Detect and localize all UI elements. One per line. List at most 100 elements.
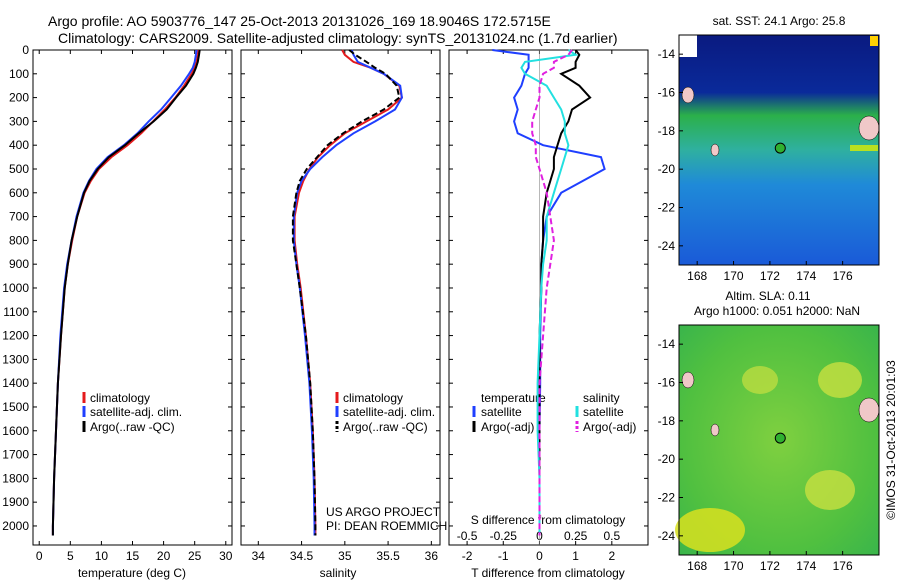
map-y-tick-label: -22: [658, 201, 676, 215]
map-y-tick-label: -18: [658, 414, 676, 428]
diff-legend-temperature-header: temperature: [481, 391, 546, 405]
depth-tick-label: 2000: [2, 519, 29, 533]
temp-legend-satellite: satellite-adj. clim.: [90, 405, 182, 419]
series-line-temperature-satellite: [492, 49, 606, 536]
sst-map-panel: sat. SST: 24.1 Argo: 25.8 168 170 172 174 17…: [658, 14, 880, 283]
series-line-satellite-adj-clim-: [292, 49, 403, 536]
top-tick-label: 0.5: [603, 529, 620, 543]
imos-side-label: ©IMOS 31-Oct-2013 20:01:03: [884, 360, 898, 520]
sla-map-yellow-blob-1: [675, 508, 745, 552]
salinity-plot-frame: [240, 49, 441, 546]
sla-map-frame: [678, 324, 880, 556]
series-line-salinity-argo-adj-: [531, 49, 573, 536]
x-tick-label: 34.5: [290, 549, 314, 563]
sst-map-island-1: [681, 86, 695, 104]
depth-tick-label: 0: [22, 43, 29, 57]
float-location-marker: [774, 142, 786, 154]
sst-map-island-2: [710, 143, 720, 157]
sst-map-yellow-patch: [870, 36, 878, 46]
depth-tick-label: 700: [9, 210, 29, 224]
temperature-panel: temperature (deg C) climatology satellit…: [2, 43, 232, 580]
x-tick-label: 25: [188, 549, 202, 563]
map-x-tick-label: 170: [724, 269, 744, 283]
diff-xlabel: T difference from climatology: [471, 566, 625, 580]
x-tick-label: 0: [536, 549, 543, 563]
depth-tick-label: 1500: [2, 400, 29, 414]
depth-tick-label: 1300: [2, 352, 29, 366]
sla-map-title-line1: Altim. SLA: 0.11: [725, 289, 810, 303]
depth-tick-label: 1100: [3, 305, 29, 319]
sla-map-yellow-blob-2: [818, 362, 862, 398]
sla-map-yellow-blob-3: [805, 470, 855, 510]
map-y-tick-label: -16: [658, 376, 676, 390]
depth-tick-label: 900: [9, 257, 29, 271]
diff-legend-temp-argo: Argo(-adj): [481, 420, 534, 434]
temperature-legend: climatology satellite-adj. clim. Argo(..…: [90, 391, 182, 434]
map-x-tick-label: 176: [833, 269, 853, 283]
depth-tick-label: 800: [9, 233, 29, 247]
map-x-tick-label: 174: [796, 559, 816, 573]
sla-map-island-1: [681, 371, 695, 389]
x-tick-label: 1: [572, 549, 579, 563]
depth-tick-label: 500: [9, 162, 29, 176]
sal-legend-satellite: satellite-adj. clim.: [343, 405, 435, 419]
x-tick-label: 36: [425, 549, 439, 563]
depth-tick-label: 400: [9, 138, 29, 152]
pi-label: PI: DEAN ROEMMICH: [326, 519, 447, 533]
depth-tick-label: 100: [9, 67, 29, 81]
sla-map-yellow-blob-4: [742, 366, 778, 394]
x-tick-label: 15: [126, 549, 140, 563]
map-x-tick-label: 168: [687, 269, 707, 283]
series-line-satellite-adj-clim-: [51, 49, 198, 536]
top-tick-label: -0.5: [457, 529, 478, 543]
x-tick-label: 0: [36, 549, 43, 563]
x-tick-label: -2: [462, 549, 473, 563]
series-line-argo-raw-qc-: [291, 49, 401, 536]
map-x-tick-label: 176: [833, 559, 853, 573]
salinity-panel: salinity climatology satellite-adj. clim…: [240, 49, 447, 580]
sal-legend-climatology: climatology: [343, 391, 403, 405]
temp-legend-argo: Argo(..raw -QC): [90, 420, 175, 434]
salinity-legend: climatology satellite-adj. clim. Argo(..…: [343, 391, 435, 434]
x-tick-label: -1: [498, 549, 509, 563]
map-x-tick-label: 172: [760, 559, 780, 573]
map-y-tick-label: -18: [658, 124, 676, 138]
difference-panel: S difference from climatology T differen…: [448, 49, 649, 580]
difference-plot-frame: [448, 49, 649, 546]
x-tick-label: 35: [338, 549, 352, 563]
sla-map-island-3: [858, 397, 880, 423]
series-line-argo-raw-qc-: [51, 49, 201, 536]
map-y-tick-label: -24: [658, 529, 676, 543]
float-location-marker: [774, 432, 786, 444]
diff-legend-temp-satellite: satellite: [481, 405, 522, 419]
map-y-tick-label: -20: [658, 452, 676, 466]
salinity-xlabel: salinity: [320, 566, 357, 580]
series-line-climatology: [293, 49, 404, 536]
x-tick-label: 20: [157, 549, 171, 563]
x-tick-label: 35.5: [376, 549, 400, 563]
sst-map-island-3: [858, 115, 880, 141]
x-tick-label: 30: [219, 549, 233, 563]
depth-tick-label: 1900: [2, 495, 29, 509]
map-y-tick-label: -14: [658, 337, 676, 351]
series-line-climatology: [51, 49, 200, 536]
depth-tick-label: 200: [9, 91, 29, 105]
temperature-xlabel: temperature (deg C): [78, 566, 186, 580]
map-y-tick-label: -14: [658, 47, 676, 61]
diff-legend-salinity-header: salinity: [583, 391, 620, 405]
series-line-salinity-satellite: [520, 49, 579, 536]
depth-tick-label: 300: [9, 114, 29, 128]
x-tick-label: 5: [67, 549, 74, 563]
top-tick-label: -0.25: [490, 529, 518, 543]
map-x-tick-label: 174: [796, 269, 816, 283]
sst-map-land-top: [679, 35, 697, 57]
depth-tick-label: 600: [9, 186, 29, 200]
depth-tick-label: 1600: [2, 424, 29, 438]
sst-map-warm-strip: [850, 145, 878, 151]
sst-map-title: sat. SST: 24.1 Argo: 25.8: [713, 14, 846, 28]
diff-top-label: S difference from climatology: [471, 513, 626, 527]
map-x-tick-label: 170: [724, 559, 744, 573]
difference-legend: temperature salinity satellite Argo(-adj…: [481, 391, 636, 434]
map-y-tick-label: -16: [658, 86, 676, 100]
figure-title-line1: Argo profile: AO 5903776_147 25-Oct-2013…: [48, 13, 551, 29]
